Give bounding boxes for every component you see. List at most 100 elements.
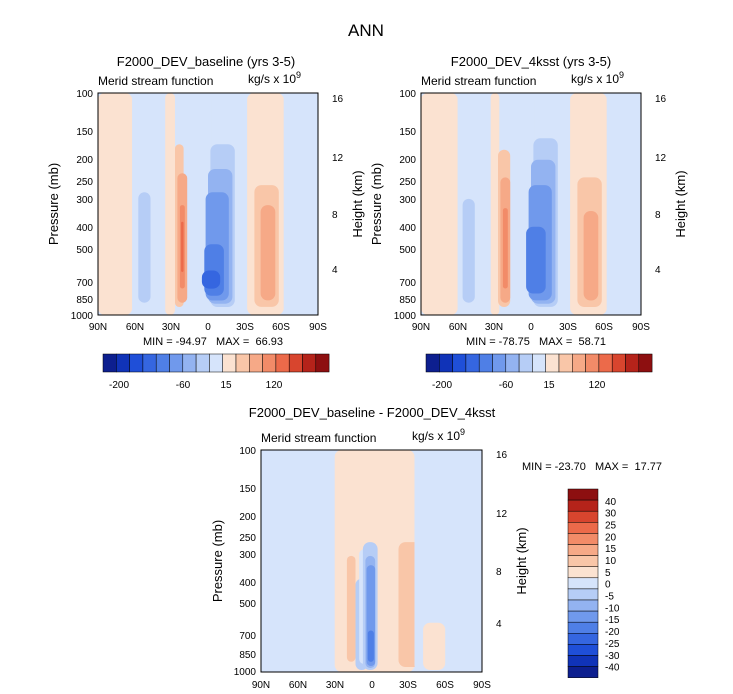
colorbar-label: -5: [605, 592, 614, 603]
colorbar-swatch: [492, 353, 507, 373]
colorbar-label: 120: [266, 380, 283, 391]
colorbar-swatch: [249, 353, 263, 373]
x-axis: 90N 60N 30N 0 30S 60S 90S: [252, 680, 491, 691]
y-tick-label: 200: [239, 512, 256, 523]
contour-region: [283, 93, 318, 315]
colorbar-label: 15: [543, 380, 555, 391]
colorbar-swatch: [567, 566, 599, 579]
plot-frame: [97, 92, 319, 316]
y-tick-label: 700: [76, 278, 93, 289]
colorbar-swatch: [611, 353, 626, 373]
colorbar-swatch: [567, 499, 599, 512]
colorbar-swatch: [262, 353, 277, 373]
right-axis-title: Height (km): [350, 170, 365, 237]
y-tick-label: 150: [76, 127, 93, 138]
x-tick-label: 30N: [326, 680, 344, 691]
panel-title: F2000_DEV_4ksst (yrs 3-5): [451, 54, 611, 69]
colorbar-swatch: [142, 353, 157, 373]
contour-region: [367, 630, 374, 662]
colorbar-swatch: [567, 621, 599, 634]
colorbar: [567, 488, 599, 678]
x-tick-label: 30N: [162, 322, 180, 333]
colorbar-swatch: [518, 353, 533, 373]
y-tick-label: 500: [76, 245, 93, 256]
y-tick-label: 1000: [234, 667, 257, 678]
colorbar-swatch: [209, 353, 223, 373]
colorbar-label: 15: [220, 380, 232, 391]
y-tick-label: 500: [239, 599, 256, 610]
colorbar-label: 10: [605, 556, 617, 567]
colorbar-swatch: [182, 353, 197, 373]
colorbar-swatch: [532, 353, 546, 373]
y-tick-label: 250: [76, 177, 93, 188]
y-tick-label: 200: [76, 155, 93, 166]
y-axis-left: 100 150 200 250 300 400 500 700 850 1000…: [210, 446, 256, 678]
y-tick-label: 300: [239, 550, 256, 561]
colorbar-swatch: [567, 644, 599, 656]
plot-frame: [420, 92, 642, 316]
right-axis-title: Height (km): [673, 170, 688, 237]
y-axis-title: Pressure (mb): [369, 163, 384, 245]
x-tick-label: 90S: [309, 322, 327, 333]
colorbar-label: 0: [605, 580, 611, 591]
colorbar-swatch: [567, 533, 599, 545]
colorbar-label: 30: [605, 509, 617, 520]
y-tick-label: 400: [239, 578, 256, 589]
panel-4ksst: F2000_DEV_4ksst (yrs 3-5) Merid stream f…: [369, 54, 688, 391]
y-axis-left: 100 150 200 250 300 400 500 700 850 1000…: [46, 89, 93, 322]
colorbar-swatch: [235, 353, 250, 373]
colorbar-swatch: [302, 353, 317, 373]
right-tick-label: 4: [655, 265, 661, 276]
x-tick-label: 60N: [289, 680, 307, 691]
x-tick-label: 60N: [126, 322, 144, 333]
right-tick-label: 4: [496, 619, 502, 630]
colorbar-swatch: [545, 353, 560, 373]
colorbar-label: -30: [605, 651, 620, 662]
colorbar-swatch: [567, 488, 599, 501]
right-tick-label: 12: [332, 153, 344, 164]
y-tick-label: 400: [76, 223, 93, 234]
colorbar-swatch: [558, 353, 573, 373]
right-tick-label: 8: [332, 210, 338, 221]
y-axis-left: 100 150 200 250 300 400 500 700 850 1000…: [369, 89, 416, 322]
colorbar-swatch: [288, 353, 303, 373]
colorbar-label: -15: [605, 615, 620, 626]
contour-region: [181, 221, 184, 272]
colorbar-swatch: [465, 353, 480, 373]
x-tick-label: 0: [369, 680, 375, 691]
contour-region: [201, 270, 221, 289]
x-tick-label: 30N: [485, 322, 503, 333]
y-tick-label: 100: [76, 89, 93, 100]
contour-region: [490, 93, 500, 315]
colorbar-swatch: [567, 599, 599, 612]
colorbar-swatch: [478, 353, 493, 373]
contour-region: [423, 622, 446, 670]
contour-region: [583, 211, 599, 301]
y-tick-label: 1000: [71, 311, 94, 322]
x-tick-label: 90N: [252, 680, 270, 691]
panel-title: F2000_DEV_baseline - F2000_DEV_4ksst: [249, 405, 496, 420]
figure-title: ANN: [348, 21, 384, 40]
y-tick-label: 700: [399, 278, 416, 289]
contour-region: [414, 450, 482, 672]
colorbar-swatch: [155, 353, 170, 373]
x-tick-label: 30S: [559, 322, 577, 333]
x-tick-label: 90N: [89, 322, 107, 333]
y-tick-label: 700: [239, 631, 256, 642]
colorbar-swatch: [567, 610, 599, 623]
contour-region: [502, 208, 508, 289]
x-tick-label: 0: [528, 322, 534, 333]
x-tick-label: 60N: [449, 322, 467, 333]
contour-fills: [421, 93, 641, 315]
y-tick-label: 150: [239, 484, 256, 495]
colorbar-label: -10: [605, 603, 620, 614]
x-tick-label: 90N: [412, 322, 430, 333]
colorbar-swatch: [169, 353, 184, 373]
right-tick-label: 8: [496, 567, 502, 578]
colorbar-swatch: [585, 353, 600, 373]
y-axis-right: 16 12 8 4 Height (km): [332, 94, 365, 276]
colorbar-swatch: [102, 353, 117, 373]
colorbar-swatch: [567, 655, 599, 667]
y-tick-label: 400: [399, 223, 416, 234]
